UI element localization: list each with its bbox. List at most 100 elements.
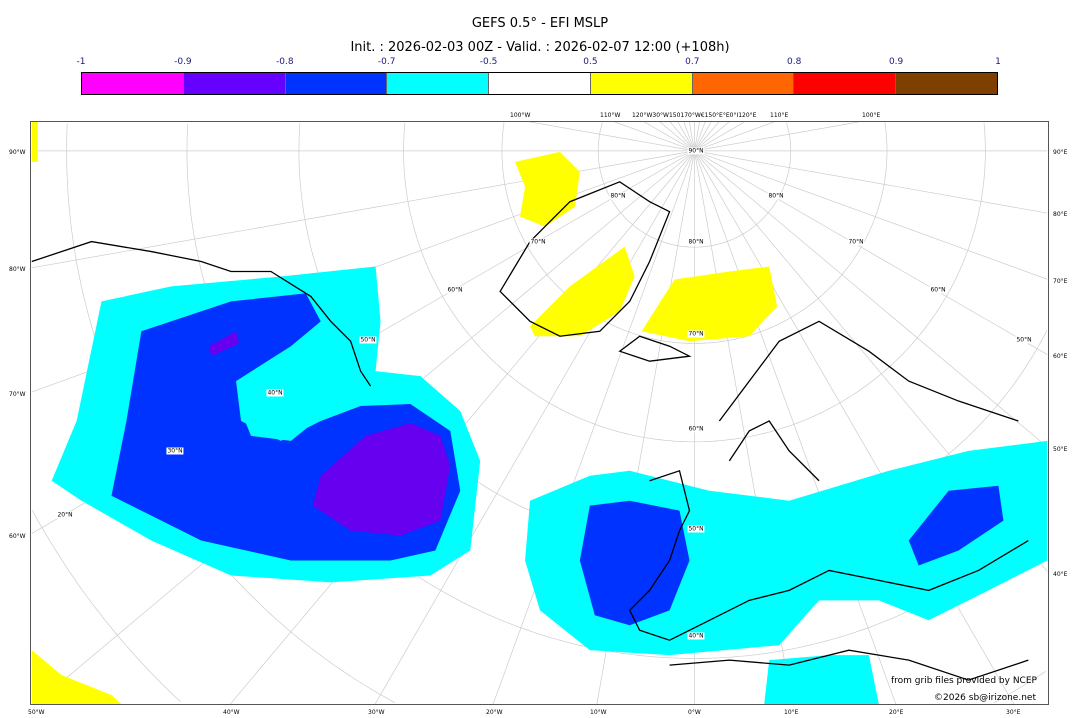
axis-tick-label: 80°W bbox=[9, 266, 26, 273]
yellow-region-topleft bbox=[31, 122, 38, 162]
cyan-region-southeast bbox=[764, 655, 879, 704]
meridian-line bbox=[683, 122, 695, 152]
colorbar-label: 0.8 bbox=[787, 57, 802, 67]
latitude-label: 50°N bbox=[687, 525, 705, 533]
map-panel: 90°N 80°N 70°N 60°N 50°N 40°N 30°N 20°N 80°N 70°N… bbox=[30, 121, 1049, 705]
copyright-credit: ©2026 sb@irizone.net bbox=[934, 693, 1036, 703]
meridian-line bbox=[694, 122, 775, 152]
axis-tick-label: 70°E bbox=[1053, 278, 1068, 285]
meridian-line bbox=[694, 150, 1015, 704]
map-subtitle: Init. : 2026-02-03 00Z - Valid. : 2026-0… bbox=[350, 40, 730, 55]
latitude-label: 70°N bbox=[529, 238, 547, 246]
colorbar-segment bbox=[896, 73, 998, 94]
blue-region-iberia bbox=[579, 500, 690, 626]
yellow-region-greenland bbox=[515, 151, 580, 227]
latitude-label: 60°N bbox=[929, 286, 947, 294]
meridian-line bbox=[374, 150, 695, 704]
latitude-label: 50°N bbox=[1015, 336, 1033, 344]
colorbar-label: -0.8 bbox=[275, 57, 294, 67]
latitude-label: 70°N bbox=[687, 330, 705, 338]
source-credit: from grib files provided by NCEP bbox=[891, 676, 1037, 686]
violet-region-small bbox=[209, 331, 240, 357]
colorbar-segment bbox=[489, 73, 591, 94]
meridian-line bbox=[31, 150, 695, 269]
map-title: GEFS 0.5° - EFI MSLP bbox=[471, 16, 609, 31]
latitude-label: 90°N bbox=[687, 147, 705, 155]
meridian-line bbox=[694, 150, 1048, 214]
colorbar-label: 0.7 bbox=[685, 57, 700, 67]
meridian-line bbox=[694, 150, 1048, 355]
meridian-line bbox=[689, 122, 695, 151]
colorbar bbox=[81, 72, 998, 95]
axis-tick-label: 60°E bbox=[1053, 353, 1068, 360]
meridian-line bbox=[694, 122, 700, 151]
latitude-circle bbox=[501, 122, 888, 344]
axis-tick-label: 90°E bbox=[1053, 149, 1068, 156]
meridian-line bbox=[694, 122, 719, 152]
colorbar-segment bbox=[794, 73, 897, 94]
colorbar-segment bbox=[387, 73, 490, 94]
axis-tick-label: 0°W bbox=[688, 709, 701, 716]
meridian-line bbox=[694, 150, 897, 704]
meridian-line bbox=[669, 122, 695, 152]
axis-tick-label: 30°E bbox=[1006, 709, 1021, 716]
latitude-label: 80°N bbox=[767, 192, 785, 200]
blue-region-blacksea bbox=[908, 485, 1004, 566]
latitude-label: 80°N bbox=[687, 238, 705, 246]
colorbar-label: 0.9 bbox=[888, 57, 904, 67]
axis-tick-label: 30°W bbox=[368, 709, 385, 716]
latitude-circle bbox=[403, 122, 986, 443]
meridian-line bbox=[492, 150, 695, 704]
yellow-region-iceland bbox=[530, 246, 635, 337]
axis-tick-label: 20°W bbox=[486, 709, 503, 716]
axis-tick-label: 100°E bbox=[862, 112, 881, 119]
meridian-line bbox=[694, 122, 706, 152]
axis-tick-label: 60°W bbox=[9, 533, 26, 540]
colorbar-segment bbox=[285, 73, 388, 94]
latitude-label: 60°N bbox=[446, 286, 464, 294]
colorbar-label: -1 bbox=[76, 57, 86, 67]
meridian-line bbox=[694, 122, 712, 152]
meridian-line bbox=[614, 122, 695, 152]
meridian-line bbox=[694, 122, 859, 152]
axis-tick-label: 90°W bbox=[9, 149, 26, 156]
latitude-label: 60°N bbox=[687, 425, 705, 433]
yellow-region-norwegian-sea bbox=[641, 266, 778, 342]
meridian-line bbox=[677, 122, 695, 152]
meridian-line bbox=[694, 122, 730, 152]
axis-tick-label: 40°E bbox=[1053, 571, 1068, 578]
colorbar-segment bbox=[692, 73, 795, 94]
latitude-circle bbox=[32, 510, 181, 703]
meridian-line bbox=[530, 122, 695, 152]
meridian-line bbox=[694, 150, 1048, 280]
latitude-label: 40°N bbox=[687, 632, 705, 640]
colorbar-label: -0.7 bbox=[377, 57, 396, 67]
colorbar-label: -0.5 bbox=[479, 57, 498, 67]
axis-tick-label: 120°W30°W150170°W€150°E°E0°I120°E bbox=[632, 112, 757, 119]
latitude-label: 80°N bbox=[609, 192, 627, 200]
colorbar-label: 0.5 bbox=[583, 57, 598, 67]
latitude-label: 30°N bbox=[166, 447, 184, 455]
axis-tick-label: 70°W bbox=[9, 391, 26, 398]
colorbar-label: 1 bbox=[995, 57, 1001, 67]
axis-tick-label: 80°E bbox=[1053, 211, 1068, 218]
axis-tick-label: 10°W bbox=[590, 709, 607, 716]
latitude-label: 70°N bbox=[847, 238, 865, 246]
axis-tick-label: 110°W bbox=[600, 112, 621, 119]
latitude-label: 20°N bbox=[56, 511, 74, 519]
colorbar-segment bbox=[590, 73, 693, 94]
latitude-circle bbox=[597, 122, 792, 248]
map-svg bbox=[31, 122, 1048, 704]
axis-tick-label: 10°E bbox=[784, 709, 799, 716]
colorbar-segment bbox=[183, 73, 286, 94]
violet-region-atlantic bbox=[312, 422, 451, 536]
axis-tick-label: 50°E bbox=[1053, 446, 1068, 453]
shading bbox=[31, 122, 1048, 704]
meridian-line bbox=[694, 122, 745, 152]
latitude-label: 40°N bbox=[266, 389, 284, 397]
axis-tick-label: 110°E bbox=[770, 112, 789, 119]
meridian-line bbox=[694, 150, 1048, 448]
meridian-line bbox=[659, 122, 695, 152]
axis-tick-label: 100°W bbox=[510, 112, 531, 119]
